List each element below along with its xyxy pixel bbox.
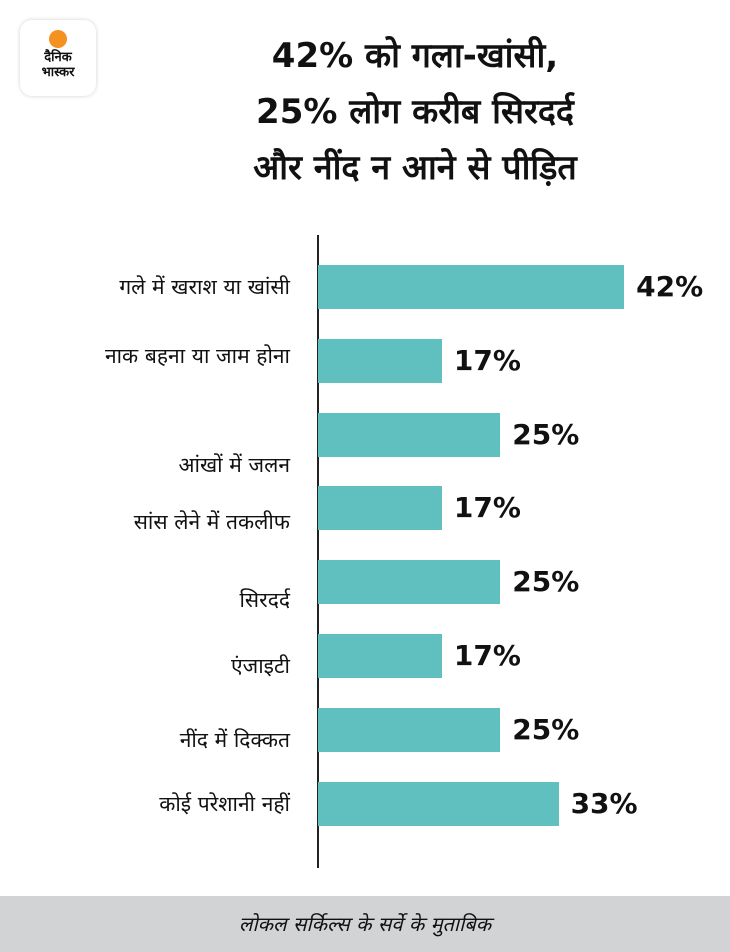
data-label: 42% <box>636 270 704 303</box>
logo-line2: भास्कर <box>41 65 75 80</box>
category-label: एंजाइटी <box>231 654 290 678</box>
sun-icon <box>49 30 67 48</box>
data-label: 17% <box>453 491 521 525</box>
category-label: आंखों में जलन <box>178 452 290 477</box>
y-axis-line <box>317 235 319 868</box>
category-label: गले में खराश या खांसी <box>119 275 290 299</box>
dainik-bhaskar-logo: दैनिक भास्कर <box>20 20 96 96</box>
bar <box>318 634 442 678</box>
data-label: 17% <box>453 343 521 377</box>
category-label: नींद में दिक्कत <box>179 727 290 752</box>
logo-line1: दैनिक <box>44 50 72 65</box>
category-label: कोई परेशानी नहीं <box>159 791 290 816</box>
bar <box>318 412 501 457</box>
bar <box>318 707 501 752</box>
data-label: 25% <box>512 417 580 451</box>
data-label: 25% <box>512 712 580 746</box>
chart-title: 42% को गला-खांसी, 25% लोग करीब सिरदर्द औ… <box>110 28 720 196</box>
bar <box>318 781 559 826</box>
source-footer: लोकल सर्किल्स के सर्वे के मुताबिक <box>0 896 730 952</box>
title-line: 42% को गला-खांसी, <box>271 36 559 76</box>
category-label: सिरदर्द <box>239 588 290 613</box>
title-line: 25% लोग करीब सिरदर्द <box>256 92 574 132</box>
title-line: और नींद न आने से पीड़ित <box>253 148 577 188</box>
category-label: सांस लेने में तकलीफ <box>133 510 290 535</box>
bar <box>318 560 501 605</box>
bar <box>318 486 442 531</box>
data-label: 25% <box>512 565 580 599</box>
bar <box>318 265 625 309</box>
bar <box>318 338 442 383</box>
data-label: 33% <box>570 786 638 820</box>
data-label: 17% <box>453 639 521 672</box>
category-label: नाक बहना या जाम होना <box>104 343 290 368</box>
